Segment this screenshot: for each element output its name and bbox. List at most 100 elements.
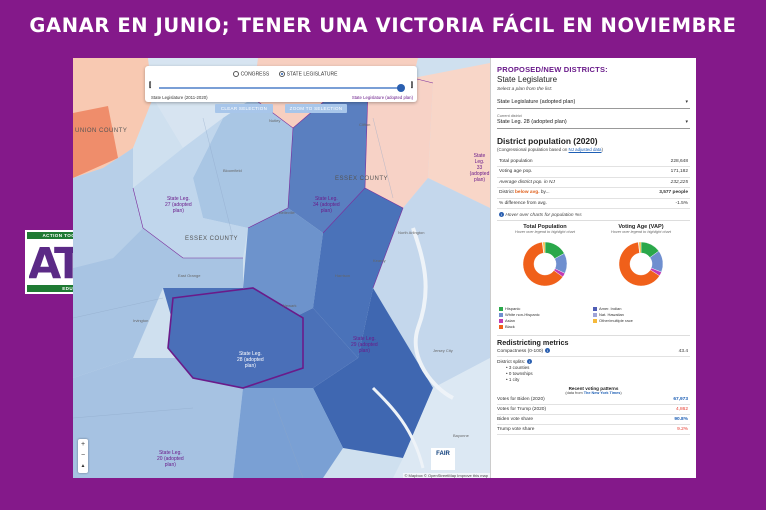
pie-slice-other-multiple-race[interactable] xyxy=(638,241,642,254)
town-label: North Arlington xyxy=(398,230,425,235)
legend-swatch xyxy=(499,324,503,329)
chart-voting-age[interactable]: Voting Age (VAP) Hover over legend to hi… xyxy=(597,224,685,299)
chart-title: Total Population xyxy=(523,223,567,230)
district-label[interactable]: State Leg. 33 (adopted plan) xyxy=(469,153,490,183)
town-label: Harrison xyxy=(335,273,351,278)
town-label: Newark xyxy=(283,303,297,308)
district-label[interactable]: State Leg. 34 (adopted plan) xyxy=(313,196,340,214)
info-panel: PROPOSED/NEW DISTRICTS: State Legislatur… xyxy=(490,58,696,478)
compactness-row: Compactness (0-100) i 43.4 xyxy=(497,347,690,357)
info-icon[interactable]: i xyxy=(545,348,551,353)
table-row: % difference from avg. -1.5% xyxy=(497,198,690,209)
map-canvas[interactable] xyxy=(73,58,490,478)
slider-left-label: State Legislature (2011-2020) xyxy=(151,95,208,100)
splits-list: • 3 counties • 0 townships • 1 city xyxy=(497,365,690,383)
headline: GANAR EN JUNIO; TENER UNA VICTORIA FÁCIL… xyxy=(29,14,737,37)
district-map[interactable]: ESSEX COUNTY ESSEX COUNTY UNION COUNTY S… xyxy=(73,58,490,478)
pie-slice-black[interactable] xyxy=(522,241,564,286)
pie-slice-black[interactable] xyxy=(618,241,660,286)
town-label: Bayonne xyxy=(453,433,469,438)
table-row: Average district pop. in NJ 232,225 xyxy=(497,177,690,188)
district-label[interactable]: State Leg. 28 (adopted plan) xyxy=(237,351,264,369)
table-row: Trump vote share 9.2% xyxy=(497,425,690,435)
legend-swatch xyxy=(499,312,503,317)
list-item: • 0 townships xyxy=(506,370,533,376)
zoom-in-button[interactable]: + xyxy=(80,441,86,448)
population-charts: Total Population Hover over legend to hi… xyxy=(497,224,690,304)
chevron-down-icon: ▾ xyxy=(685,119,688,125)
zoom-to-selection-button[interactable]: ZOOM TO SELECTION xyxy=(285,104,347,113)
nj-data-link[interactable]: NJ adjusted data xyxy=(568,147,602,152)
county-label: ESSEX COUNTY xyxy=(185,236,239,242)
radio-congress[interactable] xyxy=(232,71,239,77)
fair-logo: FAIR xyxy=(431,448,455,470)
town-label: Irvington xyxy=(133,318,149,323)
legend-item[interactable]: Amer. Indian xyxy=(593,306,621,311)
town-label: Nutley xyxy=(269,118,281,123)
donut-chart[interactable] xyxy=(515,234,575,294)
compass-icon[interactable]: ▲ xyxy=(80,463,86,469)
plan-slider[interactable] xyxy=(159,87,403,89)
chart-total-population[interactable]: Total Population Hover over legend to hi… xyxy=(501,224,589,299)
town-label: Clifton xyxy=(359,122,371,127)
slider-left-handle[interactable]: ⫿ xyxy=(149,82,152,89)
radio-congress-label[interactable]: CONGRESS xyxy=(240,71,270,78)
county-label: ESSEX COUNTY xyxy=(335,176,389,182)
layer-toggle: CONGRESS STATE LEGISLATURE xyxy=(145,71,417,77)
chart-legend: Hispanic White non-Hispanic Asian Black … xyxy=(497,306,690,332)
info-icon[interactable]: i xyxy=(527,358,533,364)
table-row: Biden vote share 90.8% xyxy=(497,415,690,425)
county-label: UNION COUNTY xyxy=(75,128,128,134)
town-label: Jersey City xyxy=(433,348,453,353)
zoom-out-button[interactable]: − xyxy=(80,452,86,459)
splits-label: District splits: i xyxy=(497,358,690,365)
map-attribution[interactable]: © Mapbox © OpenStreetMap Improve this ma… xyxy=(402,473,490,478)
panel-subtitle: State Legislature xyxy=(497,75,558,84)
slider-right-label: State Legislature (adopted plan) xyxy=(351,95,413,100)
layer-control: CONGRESS STATE LEGISLATURE ⫿ ⫿ State Leg… xyxy=(145,66,417,102)
chevron-down-icon: ▾ xyxy=(685,99,688,105)
chart-hover-hint: i Hover over charts for population %s xyxy=(497,212,690,221)
table-row: Total population 228,648 xyxy=(497,156,690,167)
legend-item[interactable]: Hispanic xyxy=(499,306,520,311)
table-row: Votes for Trump (2020) 4,862 xyxy=(497,405,690,415)
slider-right-handle[interactable]: ⫿ xyxy=(410,82,413,89)
population-table: Total population 228,648 Voting age pop. 1… xyxy=(497,156,690,209)
legend-item[interactable]: White non-Hispanic xyxy=(499,312,540,317)
nyt-link[interactable]: The New York Times xyxy=(583,390,621,395)
metrics-heading: Redistricting metrics xyxy=(497,334,690,347)
radio-state-label[interactable]: STATE LEGISLATURE xyxy=(286,71,338,78)
app-screenshot: ESSEX COUNTY ESSEX COUNTY UNION COUNTY S… xyxy=(73,58,696,478)
population-note: (Congressional population based on NJ ad… xyxy=(497,147,603,152)
legend-item[interactable]: Asian xyxy=(499,318,515,323)
town-label: Kearny xyxy=(373,258,386,263)
legend-swatch xyxy=(593,306,597,311)
table-row: District below avg. by... 3,577 people xyxy=(497,187,690,199)
legend-swatch xyxy=(593,318,597,323)
donut-chart[interactable] xyxy=(611,234,671,294)
district-label[interactable]: State Leg. 29 (adopted plan) xyxy=(351,336,378,354)
town-label: Bloomfield xyxy=(223,168,242,173)
legend-swatch xyxy=(499,306,503,311)
population-heading: District population (2020) xyxy=(497,136,598,146)
district-select-label: Current district xyxy=(497,114,522,118)
table-row: Votes for Biden (2020) 67,973 xyxy=(497,395,690,405)
zoom-control: + − ▲ xyxy=(78,439,88,473)
slider-knob[interactable] xyxy=(397,84,405,92)
chart-subtitle: Hover over legend to highlight chart xyxy=(611,229,671,234)
town-label: East Orange xyxy=(178,273,201,278)
table-row: Voting age pop. 171,182 xyxy=(497,166,690,178)
plan-select[interactable]: State Legislature (adopted plan) ▾ xyxy=(497,99,690,109)
district-label[interactable]: State Leg. 20 (adopted plan) xyxy=(157,450,184,468)
district-select[interactable]: State Leg. 28 (adopted plan) ▾ xyxy=(497,119,690,129)
legend-item[interactable]: Other/multiple race xyxy=(593,318,633,323)
list-item: • 1 city xyxy=(506,376,520,382)
clear-selection-button[interactable]: CLEAR SELECTION xyxy=(215,104,273,113)
pie-slice-other-multiple-race[interactable] xyxy=(542,241,546,254)
radio-state-legislature[interactable] xyxy=(278,71,285,77)
info-icon[interactable]: i xyxy=(499,212,504,217)
list-item: • 3 counties xyxy=(506,364,530,370)
legend-item[interactable]: Black xyxy=(499,324,515,329)
legend-item[interactable]: Nat. Hawaiian xyxy=(593,312,624,317)
district-label[interactable]: State Leg. 27 (adopted plan) xyxy=(165,196,192,214)
